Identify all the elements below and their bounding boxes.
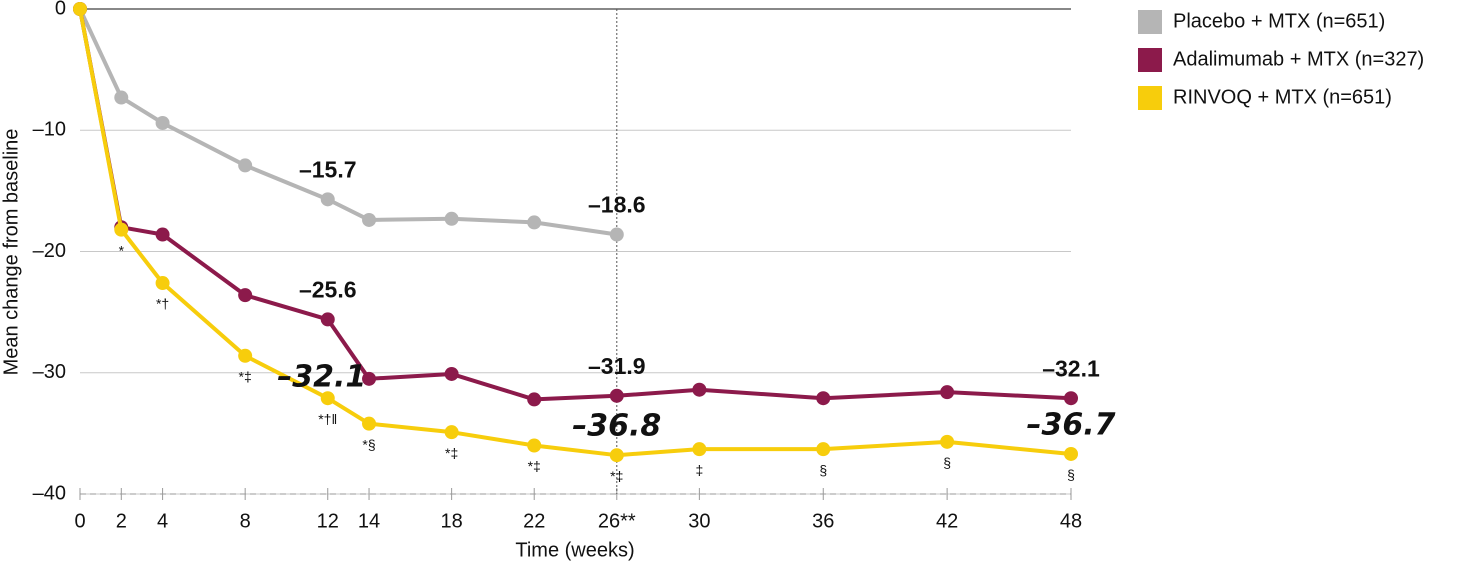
data-point xyxy=(816,442,831,457)
x-tick-label: 18 xyxy=(441,510,463,532)
data-label: –36.7 xyxy=(1026,407,1115,442)
data-point xyxy=(362,371,377,386)
data-point xyxy=(940,434,955,449)
significance-marker: *‡ xyxy=(239,368,252,384)
x-tick-label: 14 xyxy=(358,510,380,532)
significance-marker: *§ xyxy=(362,436,375,452)
significance-marker: § xyxy=(1067,467,1075,483)
data-point xyxy=(692,382,707,397)
data-point xyxy=(527,392,542,407)
data-point xyxy=(238,288,253,303)
significance-marker: ‡ xyxy=(695,462,703,478)
data-point xyxy=(609,448,624,463)
data-point xyxy=(73,2,87,16)
data-point xyxy=(155,227,170,242)
data-point xyxy=(527,215,542,230)
y-tick-label: –10 xyxy=(33,119,66,141)
data-point xyxy=(1064,446,1078,461)
data-point xyxy=(609,388,624,403)
data-point xyxy=(444,425,459,440)
legend-swatch xyxy=(1138,86,1162,110)
legend-swatch xyxy=(1138,10,1162,34)
significance-marker: § xyxy=(943,455,951,471)
significance-marker: * xyxy=(119,242,125,258)
data-point xyxy=(362,416,377,431)
x-tick-label: 0 xyxy=(74,510,85,532)
data-point xyxy=(940,385,955,400)
data-point xyxy=(527,438,542,453)
data-point xyxy=(238,348,253,363)
x-tick-label: 36 xyxy=(812,510,834,532)
significance-marker: *†ǁ xyxy=(318,411,337,427)
x-tick-label: 30 xyxy=(688,510,710,532)
significance-marker: § xyxy=(819,462,827,478)
x-tick-label: 22 xyxy=(523,510,545,532)
significance-marker: *‡ xyxy=(528,458,541,474)
data-label: –25.6 xyxy=(299,276,357,302)
x-axis-title: Time (weeks) xyxy=(515,539,634,561)
significance-marker: *‡ xyxy=(610,468,623,484)
x-tick-label: 26** xyxy=(598,510,636,532)
y-axis-title: Mean change from baseline xyxy=(0,129,22,376)
data-label: –18.6 xyxy=(588,192,646,218)
data-point xyxy=(444,211,459,226)
data-point xyxy=(320,312,335,327)
data-point xyxy=(816,391,831,406)
data-point xyxy=(238,158,253,173)
data-point xyxy=(1064,391,1078,406)
data-point xyxy=(609,227,624,242)
legend-label: Placebo + MTX (n=651) xyxy=(1173,10,1385,32)
x-tick-label: 2 xyxy=(116,510,127,532)
data-point xyxy=(320,391,335,406)
data-point xyxy=(362,212,377,227)
data-point xyxy=(114,90,129,105)
data-point xyxy=(692,442,707,457)
x-tick-label: 48 xyxy=(1060,510,1082,532)
x-tick-label: 4 xyxy=(157,510,168,532)
data-point xyxy=(155,276,170,291)
significance-marker: *‡ xyxy=(445,445,458,461)
legend-label: Adalimumab + MTX (n=327) xyxy=(1173,48,1424,70)
series-line xyxy=(78,8,1072,458)
y-tick-label: 0 xyxy=(55,0,66,19)
significance-marker: *† xyxy=(156,296,169,312)
data-label: –32.1 xyxy=(277,360,366,395)
data-point xyxy=(444,366,459,381)
x-tick-label: 12 xyxy=(317,510,339,532)
x-tick-label: 42 xyxy=(936,510,958,532)
data-label: –32.1 xyxy=(1042,355,1100,381)
data-point xyxy=(155,115,170,130)
data-label: –31.9 xyxy=(588,353,646,379)
data-point xyxy=(114,222,129,237)
data-label: –15.7 xyxy=(299,156,357,182)
y-tick-label: –20 xyxy=(33,240,66,262)
data-label: –36.8 xyxy=(572,409,661,444)
y-tick-label: –30 xyxy=(33,361,66,383)
y-tick-label: –40 xyxy=(33,482,66,504)
legend-label: RINVOQ + MTX (n=651) xyxy=(1173,86,1392,108)
x-tick-label: 8 xyxy=(240,510,251,532)
data-point xyxy=(320,192,335,207)
legend-swatch xyxy=(1138,48,1162,72)
